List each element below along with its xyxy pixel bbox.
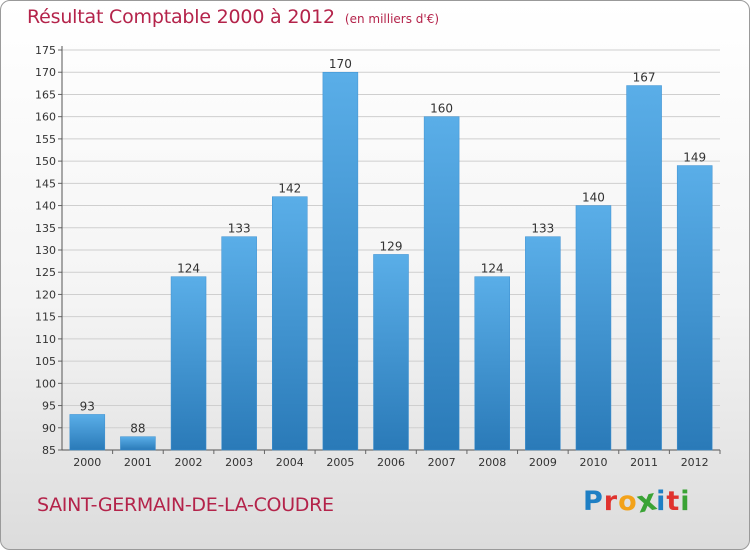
x-tick-label: 2009 bbox=[529, 456, 557, 469]
y-tick-label: 175 bbox=[35, 44, 56, 57]
x-tick-label: 2006 bbox=[377, 456, 405, 469]
y-tick-label: 85 bbox=[42, 444, 56, 457]
bar-2007 bbox=[423, 116, 460, 451]
x-tick-label: 2011 bbox=[630, 456, 658, 469]
y-tick-label: 120 bbox=[35, 288, 56, 301]
y-tick-label: 115 bbox=[35, 311, 56, 324]
bar-2012 bbox=[676, 165, 713, 451]
y-tick-label: 95 bbox=[42, 400, 56, 413]
logo-letter: r bbox=[603, 486, 619, 517]
y-tick-label: 125 bbox=[35, 266, 56, 279]
bar-2008 bbox=[474, 276, 510, 451]
bar-2006 bbox=[373, 254, 409, 451]
commune-name: SAINT-GERMAIN-DE-LA-COUDRE bbox=[37, 494, 334, 516]
x-tick-label: 2010 bbox=[579, 456, 607, 469]
chart-unit: (en milliers d'€) bbox=[344, 12, 440, 26]
data-label-2005: 170 bbox=[329, 57, 352, 71]
y-tick-label: 140 bbox=[35, 200, 56, 213]
data-label-2003: 133 bbox=[228, 222, 251, 236]
y-tick-label: 155 bbox=[35, 133, 56, 146]
y-tick-label: 150 bbox=[35, 155, 56, 168]
data-label-2007: 160 bbox=[430, 102, 453, 116]
y-tick-label: 100 bbox=[35, 377, 56, 390]
y-tick-label: 105 bbox=[35, 355, 56, 368]
data-label-2002: 124 bbox=[177, 262, 200, 276]
bar-2005 bbox=[322, 71, 359, 451]
data-label-2001: 88 bbox=[130, 422, 145, 436]
logo-letter: i bbox=[656, 486, 667, 517]
y-tick-label: 130 bbox=[35, 244, 56, 257]
data-label-2011: 167 bbox=[633, 71, 656, 85]
x-tick-label: 2012 bbox=[681, 456, 709, 469]
logo-letter: t bbox=[666, 486, 681, 517]
x-tick-label: 2004 bbox=[276, 456, 304, 469]
chart-title: Résultat Comptable 2000 à 2012 (en millie… bbox=[27, 6, 439, 28]
data-label-2000: 93 bbox=[80, 399, 95, 413]
data-label-2006: 129 bbox=[380, 239, 403, 253]
data-label-2004: 142 bbox=[278, 182, 301, 196]
x-tick-label: 2001 bbox=[124, 456, 152, 469]
bar-2011 bbox=[626, 85, 662, 451]
y-tick-label: 165 bbox=[35, 88, 56, 101]
bar-2003 bbox=[221, 236, 257, 451]
bar-2010 bbox=[575, 205, 612, 451]
y-tick-label: 90 bbox=[42, 422, 56, 435]
x-tick-label: 2003 bbox=[225, 456, 253, 469]
x-tick-label: 2007 bbox=[428, 456, 456, 469]
y-tick-label: 160 bbox=[35, 111, 56, 124]
data-label-2010: 140 bbox=[582, 191, 605, 205]
logo-letter: P bbox=[583, 486, 604, 517]
y-tick-label: 145 bbox=[35, 177, 56, 190]
logo-letter: i bbox=[680, 486, 691, 517]
bar-2009 bbox=[525, 236, 561, 451]
proxiti-logo: Proxiti bbox=[583, 483, 691, 521]
bar-2000 bbox=[69, 414, 106, 451]
x-axis-ticks: 2000 2001 2002 2003 2004 2005 2006 2007 2008 2009… bbox=[73, 456, 708, 469]
data-labels: 93 88 124 133 142 170 129 160 124 133 140 167 149 bbox=[80, 57, 706, 435]
y-tick-label: 135 bbox=[35, 222, 56, 235]
x-tick-label: 2008 bbox=[478, 456, 506, 469]
bar-2002 bbox=[170, 276, 207, 451]
y-axis-ticks: 85 90 95 100 105 110 115 120 125 130 135 140 145 150 1… bbox=[35, 44, 56, 457]
chart-title-text: Résultat Comptable 2000 à 2012 bbox=[27, 6, 335, 28]
x-tick-label: 2000 bbox=[73, 456, 101, 469]
x-tick-label: 2002 bbox=[175, 456, 203, 469]
bar-2001 bbox=[120, 436, 156, 451]
data-label-2008: 124 bbox=[481, 262, 504, 276]
y-tick-label: 110 bbox=[35, 333, 56, 346]
x-tick-label: 2005 bbox=[326, 456, 354, 469]
data-label-2012: 149 bbox=[683, 151, 706, 165]
bars bbox=[69, 71, 713, 451]
bar-2004 bbox=[272, 196, 308, 451]
data-label-2009: 133 bbox=[531, 222, 554, 236]
logo-letter: o bbox=[618, 486, 638, 517]
y-tick-label: 170 bbox=[35, 66, 56, 79]
